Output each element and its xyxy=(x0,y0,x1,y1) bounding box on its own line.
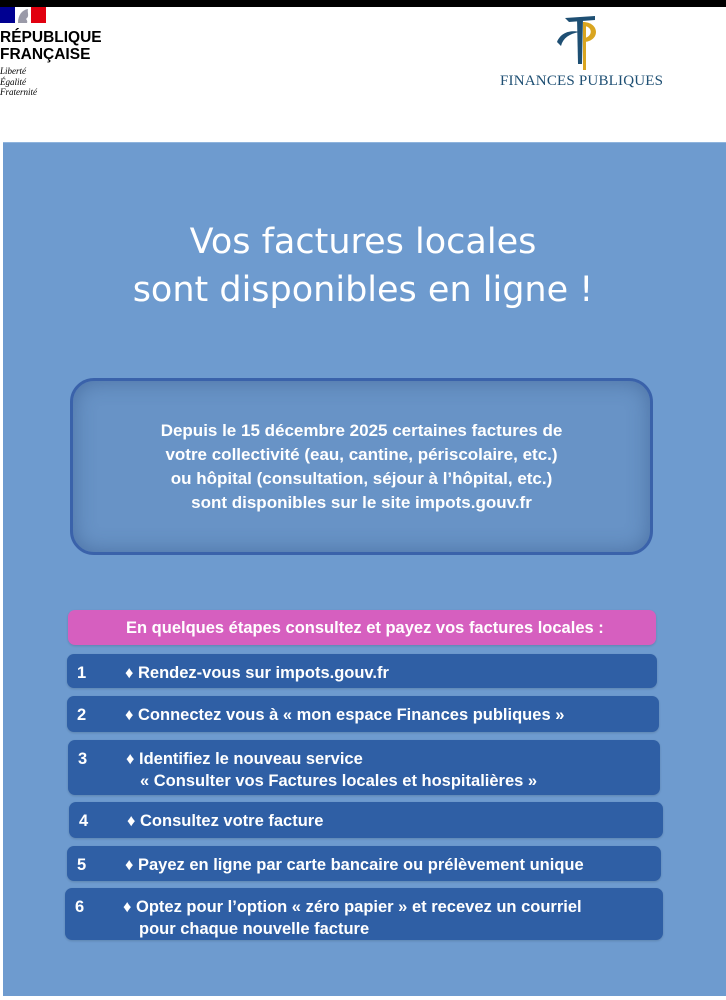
callout-line: votre collectivité (eau, cantine, périsc… xyxy=(165,444,558,464)
step-text: ♦ Payez en ligne par carte bancaire ou p… xyxy=(125,856,584,874)
step-number: 4 xyxy=(79,812,89,830)
callout-line: Depuis le 15 décembre 2025 certaines fac… xyxy=(160,420,563,440)
info-callout: Depuis le 15 décembre 2025 certaines fac… xyxy=(70,378,653,555)
finances-publiques-logo-icon xyxy=(557,16,597,70)
title-line-2: sont disponibles en ligne ! xyxy=(132,270,594,310)
motto: Liberté Égalité Fraternité xyxy=(0,66,37,98)
step-4: 4 ♦ Consultez votre facture xyxy=(69,802,663,838)
motto-egalite: Égalité xyxy=(0,76,26,87)
title-line-1: Vos factures locales xyxy=(189,222,537,262)
step-text: ♦ Identifiez le nouveau service « Consul… xyxy=(126,748,537,792)
step-6: 6 ♦ Optez pour l’option « zéro papier » … xyxy=(65,888,663,940)
step-text: ♦ Connectez vous à « mon espace Finances… xyxy=(125,706,565,724)
top-black-bar xyxy=(0,0,726,7)
callout-line: ou hôpital (consultation, séjour à l’hôp… xyxy=(170,468,553,488)
step-text-line-1: ♦ Optez pour l’option « zéro papier » et… xyxy=(123,898,582,916)
step-number: 1 xyxy=(77,664,87,682)
step-1: 1 ♦ Rendez-vous sur impots.gouv.fr xyxy=(67,654,657,688)
step-5: 5 ♦ Payez en ligne par carte bancaire ou… xyxy=(67,846,661,881)
step-text: ♦ Consultez votre facture xyxy=(127,812,324,830)
step-number: 6 xyxy=(75,898,85,916)
step-number: 3 xyxy=(78,750,88,768)
steps-header: En quelques étapes consultez et payez vo… xyxy=(68,610,656,645)
poster-title: Vos factures locales sont disponibles en… xyxy=(0,218,726,314)
step-text-line-2: pour chaque nouvelle facture xyxy=(139,920,370,938)
step-3: 3 ♦ Identifiez le nouveau service « Cons… xyxy=(68,740,660,795)
step-2: 2 ♦ Connectez vous à « mon espace Financ… xyxy=(67,696,659,732)
step-text: ♦ Rendez-vous sur impots.gouv.fr xyxy=(125,664,389,682)
finances-publiques-text: FINANCES PUBLIQUES xyxy=(500,73,664,89)
step-number: 2 xyxy=(77,706,87,724)
motto-liberte: Liberté xyxy=(0,66,26,76)
marianne-flag-icon xyxy=(0,7,46,23)
republique-francaise-text: RÉPUBLIQUE FRANÇAISE xyxy=(0,29,102,63)
step-text-line-2: « Consulter vos Factures locales et hosp… xyxy=(140,772,538,790)
motto-fraternite: Fraternité xyxy=(0,87,37,97)
step-number: 5 xyxy=(77,856,87,874)
step-text-line-1: ♦ Identifiez le nouveau service xyxy=(126,750,363,768)
callout-line: sont disponibles sur le site impots.gouv… xyxy=(191,492,532,512)
steps-header-text: En quelques étapes consultez et payez vo… xyxy=(126,619,604,637)
republique-line: RÉPUBLIQUE xyxy=(0,29,102,46)
francaise-line: FRANÇAISE xyxy=(0,46,91,63)
step-text: ♦ Optez pour l’option « zéro papier » et… xyxy=(123,896,582,940)
callout-text: Depuis le 15 décembre 2025 certaines fac… xyxy=(161,419,563,515)
